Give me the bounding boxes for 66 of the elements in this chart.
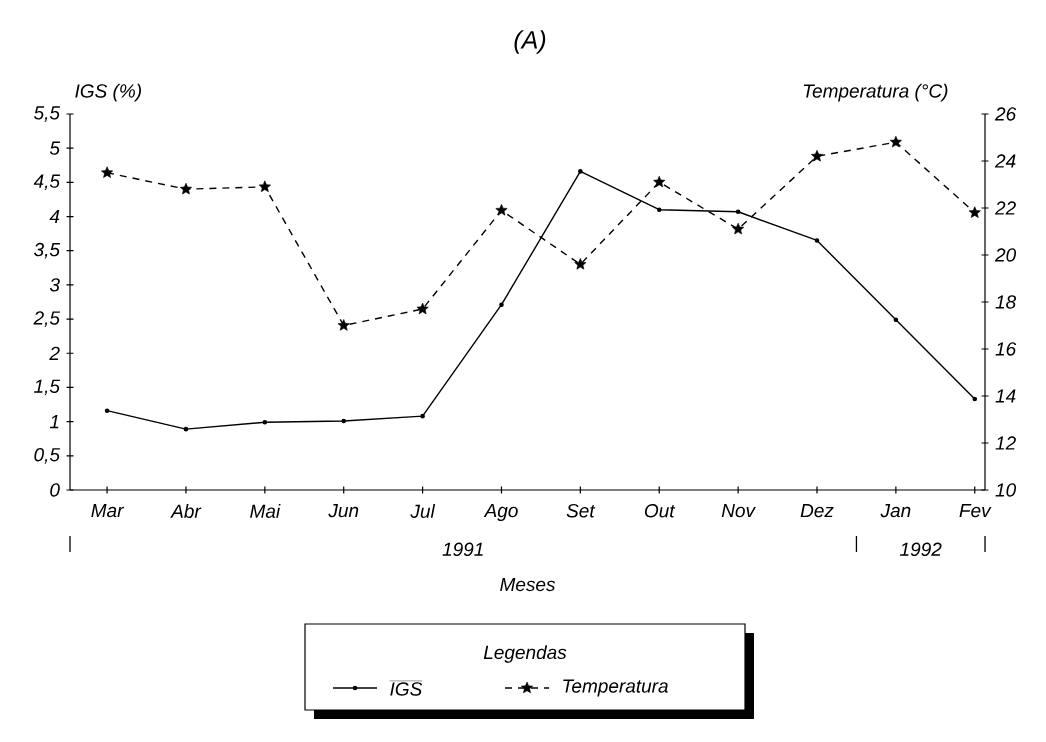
point bbox=[104, 408, 110, 413]
x-axis-title: Meses bbox=[500, 577, 556, 592]
y-tick-label: 1 bbox=[49, 415, 59, 429]
x-tick-label: Abr bbox=[170, 504, 202, 518]
legend-title: Legendas bbox=[483, 645, 567, 663]
chart-title: (A) bbox=[514, 30, 546, 54]
y2-tick-label: 12 bbox=[995, 436, 1016, 450]
x-tick-label: Jul bbox=[410, 504, 436, 518]
point bbox=[810, 149, 824, 162]
text: 1992 bbox=[900, 542, 942, 556]
point bbox=[893, 317, 899, 323]
point bbox=[972, 396, 978, 402]
point bbox=[416, 302, 429, 315]
point bbox=[495, 204, 508, 216]
x-tick-label: Mai bbox=[250, 504, 281, 518]
y2-tick-label: 18 bbox=[995, 295, 1017, 309]
point bbox=[337, 319, 350, 331]
x-tick-label: Jan bbox=[880, 504, 911, 518]
point bbox=[889, 135, 902, 148]
point bbox=[420, 413, 425, 419]
point bbox=[653, 175, 666, 188]
y-tick-label: 3,5 bbox=[34, 242, 61, 259]
point bbox=[814, 238, 820, 243]
x-tick-label: Ago bbox=[483, 504, 518, 522]
y2-tick-label: 26 bbox=[994, 107, 1017, 121]
point bbox=[262, 420, 268, 425]
y-tick-label: 5,5 bbox=[33, 106, 61, 122]
point bbox=[258, 180, 271, 192]
x-tick-label: Set bbox=[566, 504, 596, 518]
y2-tick-label: 16 bbox=[995, 342, 1017, 356]
x-tick-label: Out bbox=[644, 504, 676, 518]
x-tick-label: Dez bbox=[800, 504, 834, 518]
x-tick-label: Nov bbox=[721, 504, 756, 518]
y2-tick-label: 20 bbox=[994, 248, 1017, 262]
y-tick-label: 2,5 bbox=[33, 311, 61, 327]
y2-tick-label: 14 bbox=[995, 389, 1016, 403]
legend-label: IGS bbox=[390, 682, 423, 696]
y-tick-label: 3 bbox=[49, 278, 60, 292]
y2-tick-label: 10 bbox=[995, 483, 1017, 497]
y-axis-title: IGS (%) bbox=[75, 83, 141, 102]
y-tick-label: 2 bbox=[49, 346, 60, 360]
point bbox=[732, 222, 745, 235]
point bbox=[183, 426, 189, 432]
x-tick-label: Jun bbox=[328, 504, 359, 518]
y2-tick-label: 24 bbox=[994, 154, 1016, 168]
point bbox=[179, 182, 192, 195]
text: 1991 bbox=[442, 542, 483, 556]
point bbox=[578, 169, 583, 174]
y2-axis-title: Temperatura (°C) bbox=[803, 83, 948, 102]
legend-label: Temperatura bbox=[563, 679, 668, 697]
y2-tick-label: 22 bbox=[994, 201, 1016, 215]
y-tick-label: 0 bbox=[50, 483, 60, 497]
point bbox=[574, 258, 587, 270]
x-tick-label: Mar bbox=[91, 504, 125, 518]
point bbox=[101, 166, 114, 178]
y-tick-label: 4 bbox=[49, 209, 60, 224]
point bbox=[968, 206, 981, 218]
y-tick-label: 5 bbox=[49, 141, 61, 155]
y-tick-label: 1,5 bbox=[34, 379, 61, 396]
point bbox=[341, 418, 347, 424]
y-tick-label: 0,5 bbox=[34, 447, 61, 464]
point bbox=[499, 302, 504, 308]
point bbox=[656, 207, 662, 212]
y-tick-label: 4,5 bbox=[33, 174, 61, 191]
point bbox=[735, 209, 741, 215]
x-tick-label: Fev bbox=[959, 504, 992, 518]
